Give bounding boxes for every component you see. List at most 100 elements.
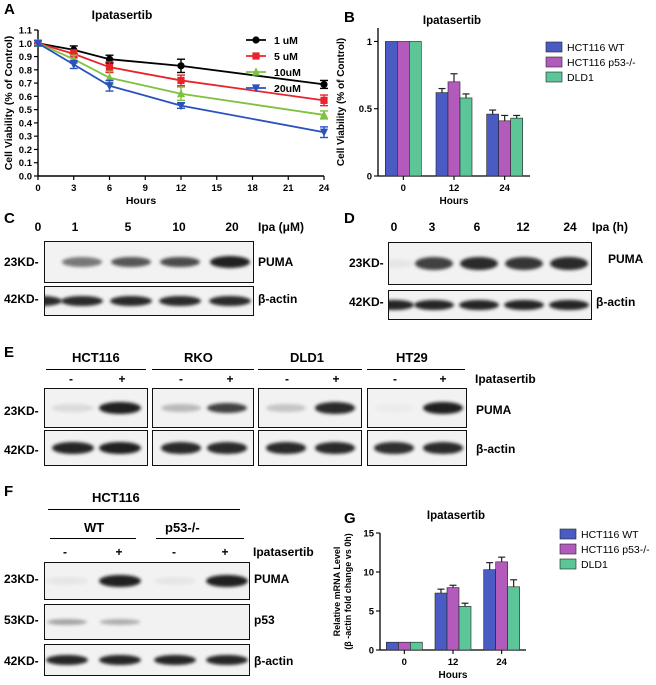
plus-label: + — [115, 545, 123, 559]
protein-band — [46, 576, 88, 586]
blot-strip-actin — [44, 644, 250, 676]
protein-label: PUMA — [258, 255, 294, 269]
protein-band — [62, 257, 102, 267]
blot-strip-puma — [44, 388, 148, 428]
y-tick-label: 1 — [367, 37, 373, 48]
y-tick-label: 0.1 — [19, 158, 33, 169]
protein-band — [206, 574, 248, 588]
x-tick-label: 0 — [35, 183, 40, 194]
protein-band — [206, 654, 248, 666]
protein-label: PUMA — [254, 572, 290, 586]
y-tick-label: 15 — [363, 529, 374, 540]
blot-strip-puma — [44, 241, 254, 283]
data-point — [70, 50, 78, 58]
legend-label: 1 uM — [274, 35, 298, 47]
bar — [458, 606, 472, 651]
protein-band — [99, 401, 141, 415]
x-axis-label: Hours — [439, 670, 468, 681]
y-tick-label: 0.3 — [19, 132, 32, 143]
data-point — [320, 96, 328, 104]
minus-label: - — [63, 545, 67, 559]
protein-band — [154, 576, 196, 586]
legend-swatch — [545, 56, 563, 68]
blot-strip-puma — [258, 388, 362, 428]
blot-strip-actin — [44, 430, 148, 466]
plus-label: + — [439, 372, 447, 386]
protein-band — [110, 295, 152, 307]
cell-line-label: DLD1 — [290, 350, 324, 365]
protein-band — [111, 256, 151, 268]
lane-label: 24 — [563, 220, 577, 234]
bar — [434, 592, 448, 651]
bar — [385, 41, 398, 177]
protein-band — [423, 401, 463, 415]
mw-marker: 42KD- — [4, 654, 39, 668]
lane-label: 6 — [473, 220, 481, 234]
legend-swatch — [545, 41, 563, 53]
protein-band — [266, 442, 306, 454]
legend-label: DLD1 — [581, 559, 608, 571]
mw-marker: 53KD- — [4, 613, 39, 627]
minus-label: - — [69, 372, 73, 386]
protein-band — [423, 442, 463, 454]
x-tick-label: 18 — [247, 183, 258, 194]
legend-swatch — [559, 528, 577, 540]
legend-label: HCT116 WT — [581, 529, 639, 541]
data-point — [105, 55, 114, 63]
minus-label: - — [285, 372, 289, 386]
bar — [435, 92, 449, 177]
data-point — [319, 110, 329, 119]
plus-label: + — [118, 372, 126, 386]
group-underline — [50, 538, 136, 539]
protein-band — [207, 402, 247, 414]
group-underline — [367, 369, 465, 370]
group-label: WT — [84, 520, 105, 535]
blot-strip-actin — [152, 430, 254, 466]
blot-strip-p53 — [44, 604, 250, 640]
x-tick-label: 12 — [448, 657, 459, 668]
y-tick-label: 0.0 — [19, 172, 32, 183]
data-point — [105, 63, 114, 71]
y-tick-label: 0.5 — [19, 105, 33, 116]
protein-label: β-actin — [476, 442, 516, 456]
group-underline — [46, 369, 146, 370]
protein-band — [374, 442, 414, 454]
y-tick-label: 5 — [369, 607, 375, 618]
data-point — [320, 80, 328, 89]
protein-label: PUMA — [608, 252, 644, 266]
x-tick-label: 6 — [107, 183, 112, 194]
group-underline — [156, 538, 244, 539]
y-tick-label: 0.7 — [19, 79, 32, 90]
bar — [447, 81, 461, 177]
x-axis-label: Hours — [440, 196, 469, 205]
protein-band — [159, 295, 201, 307]
protein-band — [100, 619, 140, 625]
protein-label: β-actin — [258, 292, 298, 306]
series-4 — [33, 39, 329, 139]
mw-marker: 42KD- — [349, 295, 384, 309]
protein-band — [45, 295, 62, 307]
y-tick-label: 0.5 — [359, 104, 373, 115]
y-tick-label: 1.0 — [19, 39, 32, 50]
minus-label: - — [393, 372, 397, 386]
protein-band — [99, 574, 141, 588]
bar — [386, 641, 399, 651]
blot-strip-puma — [152, 388, 254, 428]
legend-label: DLD1 — [567, 72, 594, 84]
lane-label: 1 — [71, 220, 79, 234]
legend-swatch — [559, 558, 577, 570]
lane-label: 0 — [34, 220, 42, 234]
minus-label: - — [172, 545, 176, 559]
blot-strip-puma — [388, 242, 592, 285]
legend-label: HCT116 p53-/- — [567, 57, 636, 69]
legend-label: HCT116 WT — [567, 42, 625, 54]
bar — [510, 117, 523, 177]
protein-label: β-actin — [254, 654, 294, 668]
lane-label: 3 — [428, 220, 436, 234]
y-axis-label: Cell Viability (% of Control) — [336, 38, 347, 166]
protein-band — [52, 441, 94, 455]
x-tick-label: 9 — [143, 183, 148, 194]
bar — [398, 641, 411, 651]
panel-label-g: G — [344, 510, 356, 527]
protein-band — [415, 257, 453, 270]
